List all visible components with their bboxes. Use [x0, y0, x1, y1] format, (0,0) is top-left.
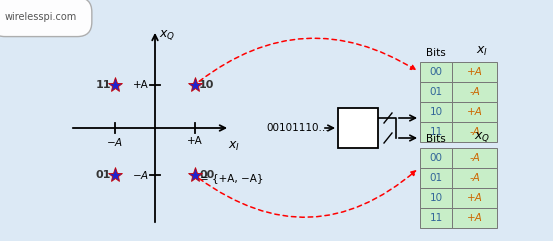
Bar: [452, 82, 497, 102]
Text: 01: 01: [430, 173, 442, 183]
Bar: [420, 208, 452, 228]
Text: $x_Q$: $x_Q$: [159, 28, 175, 42]
Text: 11: 11: [429, 127, 442, 137]
Bar: [452, 208, 497, 228]
Bar: [420, 82, 452, 102]
Text: $x_Q$: $x_Q$: [474, 130, 490, 144]
Text: 01: 01: [430, 87, 442, 97]
Text: 11: 11: [96, 80, 111, 90]
Text: $-A$: $-A$: [107, 136, 123, 148]
Text: Bits: Bits: [426, 48, 446, 58]
FancyArrowPatch shape: [199, 171, 416, 217]
Text: -A: -A: [469, 173, 480, 183]
Text: +A: +A: [467, 193, 482, 203]
FancyArrowPatch shape: [199, 38, 415, 81]
Bar: [338, 108, 378, 148]
Text: +A: +A: [467, 213, 482, 223]
Text: +A: +A: [187, 136, 203, 146]
Text: $x_I$: $x_I$: [228, 140, 240, 153]
Text: 10: 10: [199, 80, 215, 90]
Text: S/P: S/P: [348, 121, 368, 134]
Text: +A: +A: [467, 107, 482, 117]
Bar: [452, 122, 497, 142]
Bar: [420, 188, 452, 208]
Text: 00: 00: [430, 153, 442, 163]
Text: 11: 11: [429, 213, 442, 223]
Text: wirelesspi.com: wirelesspi.com: [5, 12, 77, 22]
Text: 00: 00: [430, 67, 442, 77]
Text: $-A$: $-A$: [132, 169, 149, 181]
Text: Bits: Bits: [426, 134, 446, 144]
Bar: [420, 62, 452, 82]
Bar: [452, 62, 497, 82]
Text: 10: 10: [430, 193, 442, 203]
Text: 01: 01: [96, 170, 111, 180]
Text: 10: 10: [430, 107, 442, 117]
Text: $x_I$: $x_I$: [476, 45, 488, 58]
Bar: [452, 168, 497, 188]
Text: +A: +A: [133, 80, 149, 90]
Text: 00: 00: [199, 170, 214, 180]
Bar: [452, 188, 497, 208]
Bar: [452, 102, 497, 122]
Bar: [420, 122, 452, 142]
Text: +A: +A: [467, 67, 482, 77]
Bar: [452, 148, 497, 168]
Text: -A: -A: [469, 153, 480, 163]
Bar: [420, 168, 452, 188]
Text: -A: -A: [469, 87, 480, 97]
Text: = {+A, −A}: = {+A, −A}: [200, 173, 263, 183]
Text: -A: -A: [469, 127, 480, 137]
Bar: [420, 102, 452, 122]
Text: 00101110...: 00101110...: [267, 123, 330, 133]
Bar: [420, 148, 452, 168]
